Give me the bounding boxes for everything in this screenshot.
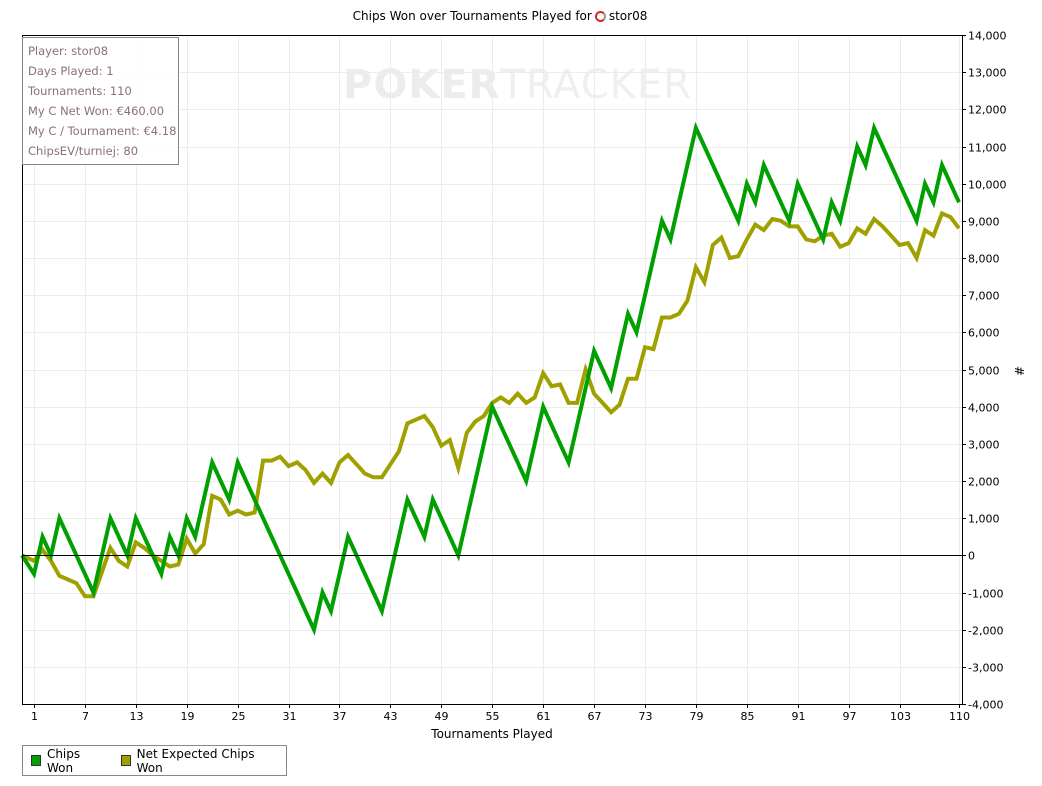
player-site-icon	[594, 11, 606, 22]
y-tick-label: 9,000	[968, 216, 1000, 229]
legend: Chips Won Net Expected Chips Won	[22, 745, 287, 776]
legend-swatch	[120, 755, 131, 766]
chart-title-player: stor08	[608, 9, 648, 23]
x-tick-label: 25	[232, 710, 246, 723]
y-tick-label: 1,000	[968, 513, 1000, 526]
chart-title-text: Chips Won over Tournaments Played for	[352, 9, 592, 23]
x-tick-label: 13	[130, 710, 144, 723]
x-axis-label: Tournaments Played	[431, 727, 553, 741]
player-stats-box: Player: stor08 Days Played: 1 Tournament…	[22, 37, 179, 165]
stat-player: Player: stor08	[28, 44, 109, 58]
stat-tournaments: Tournaments: 110	[28, 84, 132, 98]
x-tick-label: 7	[82, 710, 89, 723]
x-tick-label: 55	[486, 710, 500, 723]
x-tick-label: 19	[181, 710, 195, 723]
x-tick-label: 103	[890, 710, 911, 723]
y-tick-label: 6,000	[968, 327, 1000, 340]
x-tick-label: 49	[435, 710, 449, 723]
x-tick-label: 61	[537, 710, 551, 723]
pokertracker-watermark: POKERTRACKER	[343, 62, 692, 108]
x-tick-label: 73	[639, 710, 653, 723]
chart-title: Chips Won over Tournaments Played for sto…	[0, 9, 1000, 23]
stat-net-won: My C Net Won: €460.00	[28, 104, 165, 118]
y-tick-label: 7,000	[968, 290, 1000, 303]
y-tick-label: -1,000	[968, 588, 1003, 601]
x-tick-label: 85	[741, 710, 755, 723]
axes: -4,000 -3,000 -2,000 -1,000 0 1,000 2,000 3,000…	[22, 30, 1007, 723]
y-tick-label: 3,000	[968, 439, 1000, 452]
x-tick-label: 1	[31, 710, 38, 723]
watermark-poker: POKER	[343, 62, 501, 108]
stat-per-tournament: My C / Tournament: €4.18	[28, 124, 177, 138]
y-tick-label: 5,000	[968, 365, 1000, 378]
legend-item-net-expected[interactable]: Net Expected Chips Won	[120, 746, 268, 775]
legend-label: Net Expected Chips Won	[136, 746, 255, 775]
x-tick-label: 31	[283, 710, 297, 723]
y-tick-label: 12,000	[968, 104, 1007, 117]
y-tick-label: 2,000	[968, 476, 1000, 489]
y-tick-label: 13,000	[968, 67, 1007, 80]
y-tick-label: -3,000	[968, 662, 1003, 675]
x-tick-label: 37	[333, 710, 347, 723]
x-tick-label: 97	[843, 710, 857, 723]
x-tick-label: 91	[792, 710, 806, 723]
y-tick-label: -2,000	[968, 625, 1003, 638]
y-tick-label: 14,000	[968, 30, 1007, 43]
stat-chipsev: ChipsEV/turniej: 80	[28, 144, 139, 158]
y-tick-label: -4,000	[968, 699, 1003, 712]
series-line-net-expected-chips-won	[21, 210, 961, 599]
legend-swatch	[31, 755, 41, 766]
y-tick-label: 8,000	[968, 253, 1000, 266]
y-axis-label: #	[1012, 365, 1027, 377]
y-tick-label: 11,000	[968, 142, 1007, 155]
x-tick-label: 43	[384, 710, 398, 723]
legend-item-chips-won[interactable]: Chips Won	[31, 747, 103, 775]
stat-days-played: Days Played: 1	[28, 64, 114, 78]
legend-label: Chips Won	[46, 746, 81, 775]
y-tick-label: 0	[968, 550, 975, 563]
watermark-tracker: TRACKER	[500, 62, 692, 108]
x-tick-label: 110	[949, 710, 970, 723]
x-tick-label: 79	[690, 710, 704, 723]
y-tick-label: 10,000	[968, 179, 1007, 192]
series-lines	[20, 121, 961, 636]
x-tick-label: 67	[588, 710, 602, 723]
y-tick-label: 4,000	[968, 402, 1000, 415]
series-line-chips-won	[20, 121, 961, 636]
